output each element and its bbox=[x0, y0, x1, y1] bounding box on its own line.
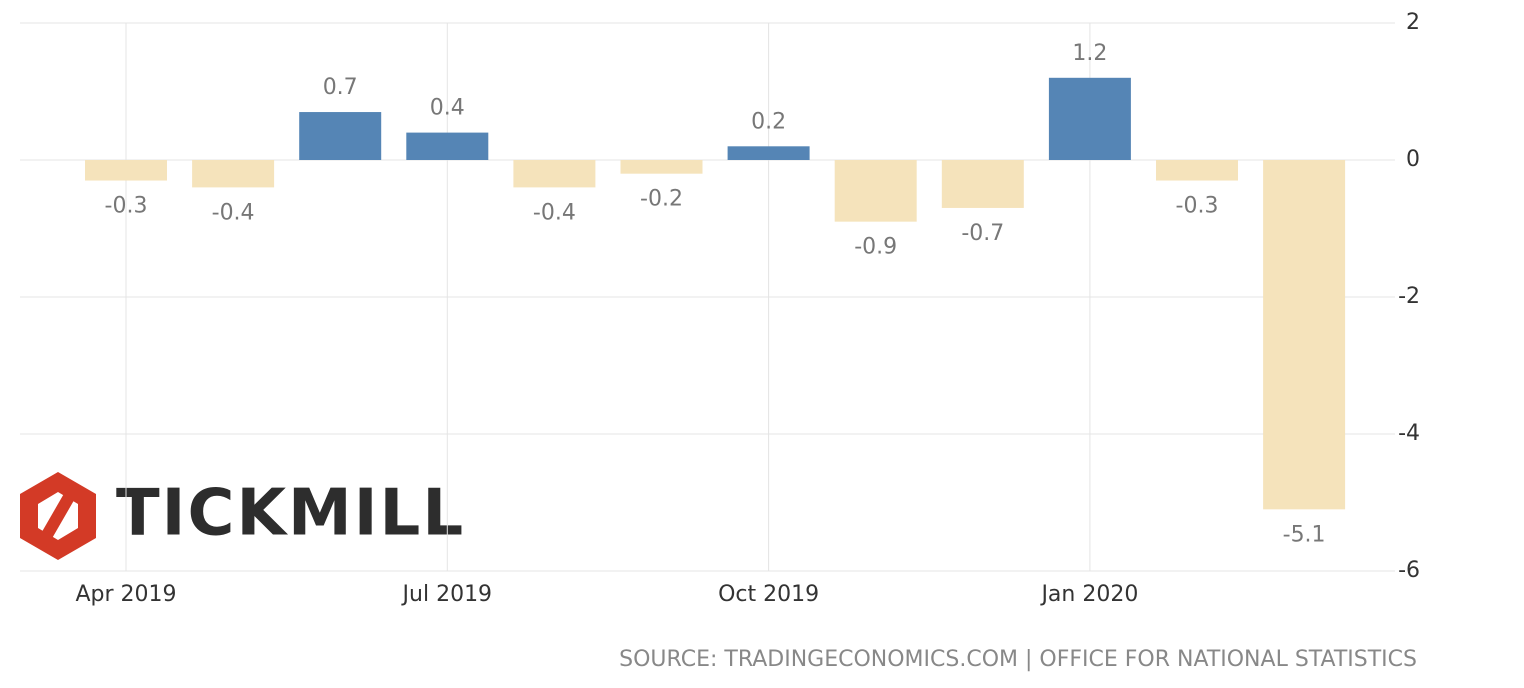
bar bbox=[192, 160, 275, 188]
y-tick-label: -4 bbox=[1398, 421, 1420, 446]
data-label: -0.7 bbox=[961, 221, 1004, 246]
data-label: -0.3 bbox=[1176, 194, 1219, 219]
y-tick-label: -6 bbox=[1398, 558, 1420, 583]
bar bbox=[1263, 160, 1346, 510]
bar bbox=[834, 160, 917, 222]
data-label: -0.9 bbox=[854, 235, 897, 260]
bar bbox=[1048, 77, 1131, 160]
source: SOURCE: TRADINGECONOMICS.COM | OFFICE FO… bbox=[619, 647, 1417, 672]
logo-text: TICKMILL bbox=[116, 477, 465, 551]
x-tick-label: Jan 2020 bbox=[1039, 582, 1138, 607]
bar bbox=[85, 160, 167, 181]
bar bbox=[513, 160, 596, 188]
data-label: 0.7 bbox=[323, 75, 358, 100]
y-tick-label: -2 bbox=[1398, 284, 1420, 309]
data-label: -0.2 bbox=[640, 187, 683, 212]
data-label: 1.2 bbox=[1072, 41, 1107, 66]
bar bbox=[299, 112, 382, 160]
data-label: 0.4 bbox=[430, 96, 465, 121]
data-label: -0.3 bbox=[105, 194, 148, 219]
data-label: -5.1 bbox=[1283, 522, 1326, 547]
y-tick-label: 2 bbox=[1406, 10, 1420, 35]
data-label: -0.4 bbox=[533, 200, 576, 225]
y-tick-label: 0 bbox=[1406, 147, 1420, 172]
x-tick-label: Apr 2019 bbox=[75, 582, 176, 607]
bar bbox=[941, 160, 1024, 208]
bar bbox=[406, 132, 489, 160]
bar bbox=[1156, 160, 1238, 181]
x-tick-label: Jul 2019 bbox=[401, 582, 493, 607]
x-tick-label: Oct 2019 bbox=[718, 582, 819, 607]
logo: TICKMILL bbox=[20, 472, 465, 560]
bar bbox=[727, 146, 810, 160]
bar bbox=[620, 160, 703, 174]
logo-icon-slash bbox=[36, 485, 80, 547]
plot: 2 0 -2 -4 -6 Apr 2019 -0.3 -0.4 0.7 Jul 2019 0.4 -0… bbox=[20, 10, 1420, 607]
data-label: 0.2 bbox=[751, 109, 786, 134]
data-label: -0.4 bbox=[212, 200, 255, 225]
